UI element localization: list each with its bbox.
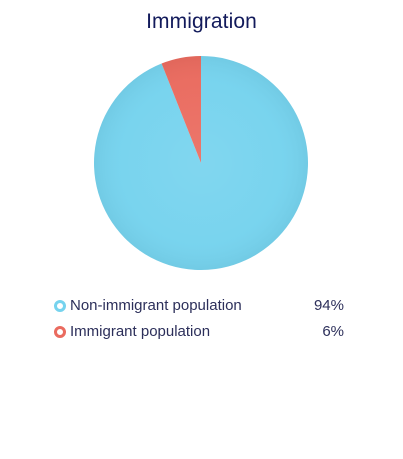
legend: Non-immigrant population 94% Immigrant p… (54, 296, 346, 348)
legend-value: 6% (322, 323, 344, 340)
chart-title: Immigration (146, 10, 257, 33)
legend-label: Non-immigrant population (70, 297, 242, 314)
legend-label: Immigrant population (70, 323, 211, 340)
pie-chart-svg (93, 56, 308, 270)
pie-shading (94, 56, 308, 270)
legend-marker-immigrant (54, 326, 66, 338)
legend-value: 94% (313, 297, 344, 314)
pie-chart (93, 55, 309, 271)
legend-marker-non-immigrant (54, 300, 66, 312)
legend-item-immigrant[interactable]: Immigrant population 6% (54, 322, 346, 348)
legend-item-non-immigrant[interactable]: Non-immigrant population 94% (54, 296, 346, 322)
